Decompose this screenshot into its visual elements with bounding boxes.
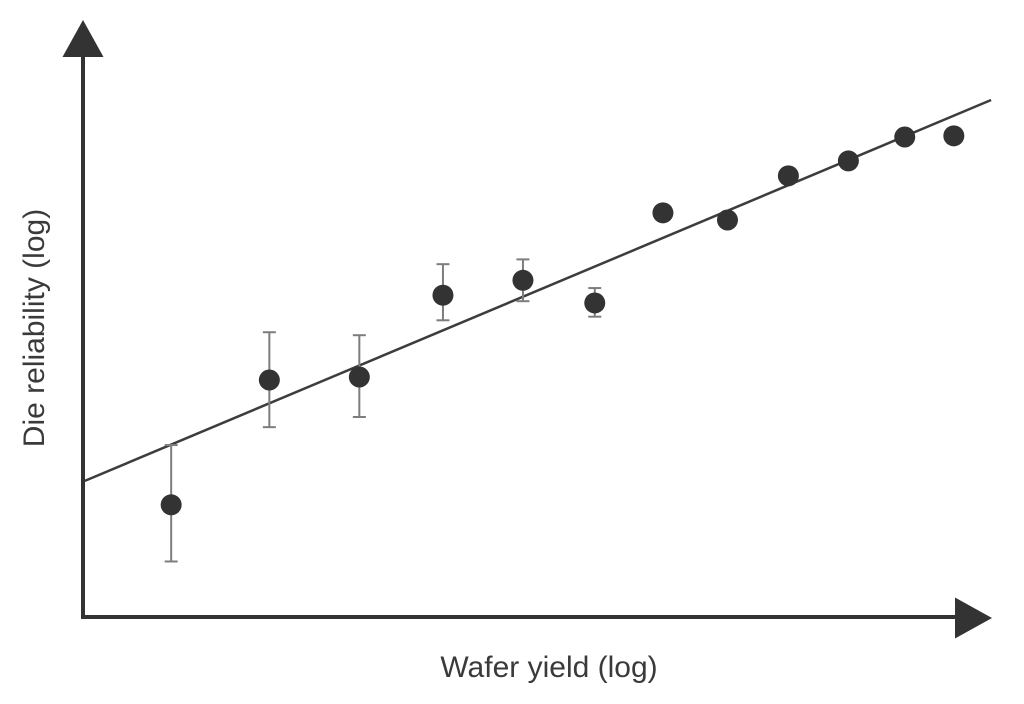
data-points-group: [160, 125, 965, 516]
data-point: [716, 209, 738, 231]
axis-lines: [81, 54, 957, 619]
axes-group: [62, 20, 992, 639]
y-axis-label: Die reliability (log): [18, 209, 51, 447]
data-point: [160, 494, 182, 516]
data-point: [348, 366, 370, 388]
data-point: [258, 369, 280, 391]
data-point: [894, 126, 916, 148]
y-axis-arrowhead-icon: [62, 20, 104, 57]
error-bars-group: [164, 258, 602, 563]
data-point: [777, 165, 799, 187]
data-point: [432, 284, 454, 306]
data-point: [943, 125, 965, 147]
data-point: [512, 269, 534, 291]
x-axis-arrowhead-icon: [955, 597, 992, 639]
data-point: [652, 202, 674, 224]
data-point: [584, 292, 606, 314]
x-axis-label: Wafer yield (log): [440, 651, 657, 684]
data-point: [837, 150, 859, 172]
